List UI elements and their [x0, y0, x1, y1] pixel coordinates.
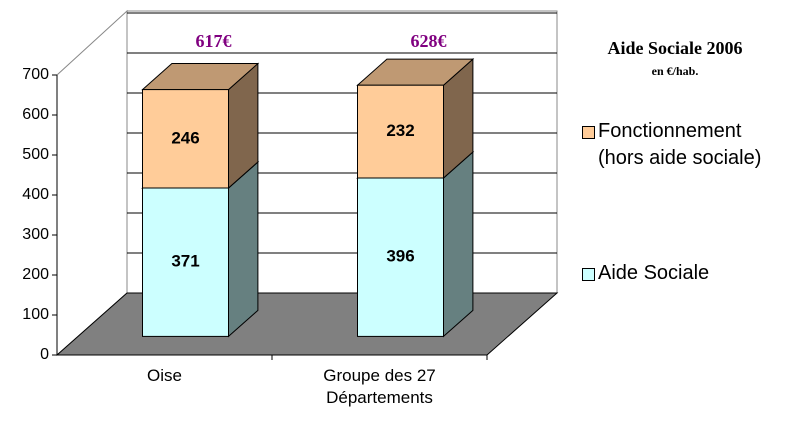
- y-tick-label: 500: [22, 146, 49, 163]
- chart-subtitle: en €/hab.: [651, 64, 699, 78]
- total-label: 617€: [196, 31, 232, 51]
- floor: [55, 292, 559, 356]
- data-label: 396: [386, 247, 414, 266]
- data-label: 371: [171, 252, 199, 271]
- legend-label: Aide Sociale: [598, 262, 710, 284]
- y-tick-label: 600: [22, 106, 49, 123]
- data-label: 246: [171, 128, 199, 147]
- legend-swatch: [582, 268, 595, 281]
- y-tick-label: 0: [40, 346, 49, 363]
- y-tick-label: 100: [22, 306, 49, 323]
- y-tick-label: 700: [22, 66, 49, 83]
- y-tick-label: 400: [22, 186, 49, 203]
- bar: [357, 177, 444, 337]
- y-tick-label: 200: [22, 266, 49, 283]
- total-label: 628€: [411, 31, 447, 51]
- bar: [142, 89, 229, 189]
- bar: [357, 84, 444, 179]
- chart-title: Aide Sociale 2006: [607, 38, 743, 58]
- data-label: 232: [386, 121, 414, 140]
- x-tick-label: Groupe des 27 Départements: [323, 366, 436, 407]
- bar-side: [443, 150, 474, 338]
- bar-side: [228, 160, 259, 338]
- legend-swatch: [582, 126, 595, 139]
- x-tick-label: Oise: [147, 366, 182, 385]
- bar: [142, 187, 229, 337]
- legend-label: Fonctionnement (hors aide sociale): [598, 120, 762, 169]
- y-tick-label: 300: [22, 226, 49, 243]
